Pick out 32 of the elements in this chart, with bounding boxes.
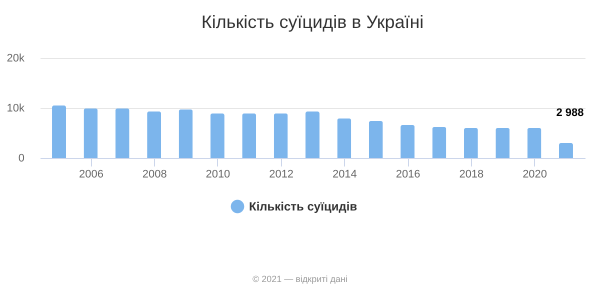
chart-title: Кількість суїцидів в Україні <box>201 12 424 32</box>
x-tick-label: 2014 <box>332 168 357 180</box>
data-label: 2 988 <box>556 107 584 120</box>
bar <box>115 108 130 158</box>
bar <box>210 114 224 158</box>
y-tick-label: 20k <box>6 52 25 64</box>
bar <box>274 114 288 158</box>
legend-label: Кількість суїцидів <box>249 200 358 214</box>
x-tick-label: 2012 <box>269 168 294 180</box>
x-tick-label: 2020 <box>522 168 548 180</box>
y-tick-label: 0 <box>18 152 24 164</box>
x-tick-label: 2008 <box>142 168 167 180</box>
text: © 2021 — відкриті дані <box>251 274 348 284</box>
bar <box>52 106 66 158</box>
bar <box>368 121 383 158</box>
bar <box>527 128 542 158</box>
bar <box>178 110 193 158</box>
bar <box>496 128 510 158</box>
bar <box>558 143 573 158</box>
x-tick-label: 2010 <box>206 168 230 180</box>
bar <box>400 125 415 158</box>
bar <box>84 108 98 158</box>
bar <box>337 118 352 158</box>
y-tick-label: 10k <box>6 102 25 114</box>
x-tick-label: 2006 <box>78 168 104 180</box>
bar <box>306 112 320 158</box>
bar <box>432 127 446 158</box>
bar <box>464 128 478 158</box>
x-tick-label: 2018 <box>459 168 484 180</box>
x-tick-label: 2016 <box>396 168 420 180</box>
bar <box>242 114 256 158</box>
bar <box>147 112 162 158</box>
